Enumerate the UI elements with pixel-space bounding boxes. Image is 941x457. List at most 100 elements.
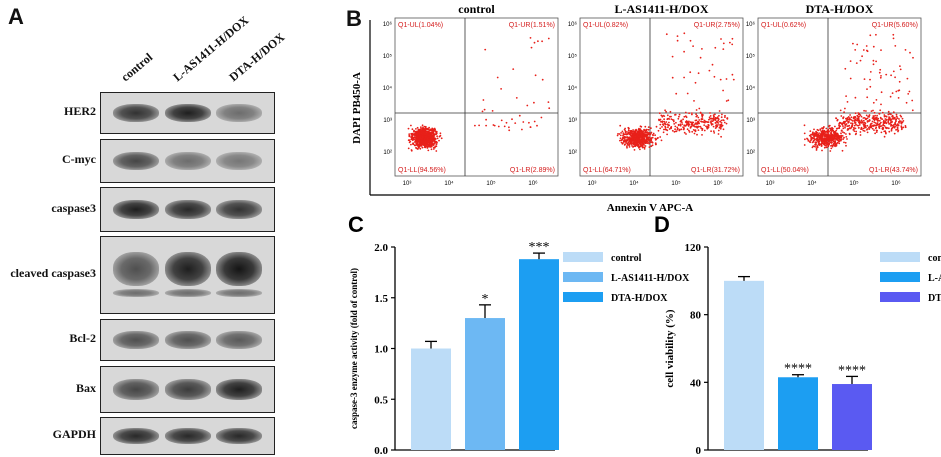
significance-marker: *** bbox=[529, 240, 550, 255]
bar bbox=[465, 318, 505, 450]
blot-protein-label: GAPDH bbox=[52, 427, 96, 441]
bar bbox=[519, 259, 559, 450]
bar bbox=[724, 280, 764, 450]
flow-plot: DTA-H/DOX 10⁶ 10⁵ 10⁴ 10³ 10² 10³ 10⁴ 10⁵ 10⁶ Q1-U… bbox=[746, 2, 922, 187]
blot-band bbox=[112, 151, 159, 171]
legend-label: L-AS1411-H/DOX bbox=[611, 273, 690, 284]
quadrant-ur-label: Q1-UR(5.60%) bbox=[872, 22, 918, 29]
significance-marker: **** bbox=[784, 362, 812, 377]
blot-band bbox=[112, 251, 159, 287]
blot-band bbox=[164, 427, 211, 445]
blot-band bbox=[112, 199, 159, 220]
flow-y-tick-label: 10³ bbox=[568, 118, 577, 124]
flow-x-tick-label: 10⁴ bbox=[807, 180, 817, 187]
bar bbox=[778, 377, 818, 450]
blot-band bbox=[164, 151, 211, 171]
y-tick-label: 0.0 bbox=[374, 445, 388, 457]
bar-chart-c: C 0.0 0.5 1.0 1.5 2.0 caspase-3 enzyme activit… bbox=[348, 212, 690, 457]
legend-swatch bbox=[563, 252, 603, 262]
legend-label: DTA-H/DOX bbox=[928, 293, 941, 304]
blot-band bbox=[112, 379, 159, 400]
blot-band bbox=[112, 104, 159, 122]
blot-strip bbox=[100, 319, 275, 361]
panel-b-letter: B bbox=[346, 6, 362, 31]
y-axis-label: caspase-3 enzyme activity (fold of contr… bbox=[349, 268, 359, 429]
blot-band bbox=[164, 199, 211, 220]
panel-a-letter: A bbox=[8, 4, 24, 29]
legend-swatch bbox=[880, 272, 920, 282]
blot-strip bbox=[100, 417, 275, 455]
blot-band bbox=[164, 104, 211, 122]
flow-y-tick-label: 10⁶ bbox=[746, 21, 756, 28]
y-axis-label: cell viability (%) bbox=[664, 309, 676, 388]
legend-swatch bbox=[880, 292, 920, 302]
blot-strip bbox=[100, 187, 275, 232]
blot-band bbox=[216, 199, 263, 220]
y-tick-label: 40 bbox=[690, 377, 702, 389]
blot-band bbox=[164, 331, 211, 349]
quadrant-ul-label: Q1-UL(0.62%) bbox=[761, 22, 806, 29]
legend-swatch bbox=[563, 272, 603, 282]
blot-strip bbox=[100, 139, 275, 183]
blot-band bbox=[216, 251, 263, 287]
quadrant-ul-label: Q1-UL(0.82%) bbox=[583, 22, 628, 29]
flow-x-tick-label: 10⁴ bbox=[629, 180, 639, 187]
blot-band bbox=[164, 379, 211, 400]
quadrant-lr-label: Q1-LR(31.72%) bbox=[691, 167, 740, 174]
blot-band bbox=[112, 331, 159, 349]
flow-plot: L-AS1411-H/DOX 10⁶ 10⁵ 10⁴ 10³ 10² 10³ 10⁴ 10⁵ 10… bbox=[568, 2, 744, 187]
flow-y-tick-label: 10⁴ bbox=[746, 85, 756, 92]
legend-label: DTA-H/DOX bbox=[611, 293, 668, 304]
flow-plot-title: control bbox=[458, 2, 495, 16]
panel-letter: C bbox=[348, 212, 364, 237]
y-tick-label: 0 bbox=[696, 445, 702, 457]
blot-band bbox=[164, 288, 211, 297]
blot-protein-label: Bcl-2 bbox=[69, 331, 96, 345]
significance-marker: **** bbox=[838, 363, 866, 378]
flow-x-tick-label: 10⁶ bbox=[528, 180, 538, 187]
flow-y-axis-label: DAPI PB450-A bbox=[351, 72, 363, 144]
blot-band bbox=[216, 331, 263, 349]
legend-swatch bbox=[880, 252, 920, 262]
flow-y-tick-label: 10⁶ bbox=[383, 21, 393, 28]
flow-y-tick-label: 10² bbox=[383, 150, 392, 156]
flow-y-tick-label: 10⁶ bbox=[568, 21, 578, 28]
legend-label: control bbox=[928, 253, 941, 264]
flow-cytometry-panel: DAPI PB450-A Annexin V APC-A control 10⁶ 10⁵… bbox=[351, 2, 930, 214]
lane-header: control bbox=[118, 50, 156, 85]
y-tick-label: 1.5 bbox=[374, 293, 388, 305]
bar-charts-panel: C 0.0 0.5 1.0 1.5 2.0 caspase-3 enzyme activit… bbox=[348, 212, 941, 457]
flow-x-tick-label: 10³ bbox=[588, 181, 597, 187]
legend-swatch bbox=[563, 292, 603, 302]
flow-plot-title: DTA-H/DOX bbox=[806, 2, 874, 16]
blot-band bbox=[216, 427, 263, 445]
bar-chart-d: D 0 40 80 120 cell viability (%) **** **** contr… bbox=[654, 212, 941, 457]
quadrant-ur-label: Q1-UR(1.51%) bbox=[509, 22, 555, 29]
y-tick-label: 120 bbox=[685, 242, 702, 254]
blot-strip bbox=[100, 236, 275, 314]
blot-strip bbox=[100, 366, 275, 413]
flow-y-tick-label: 10⁵ bbox=[568, 53, 578, 60]
flow-x-tick-label: 10³ bbox=[766, 181, 775, 187]
flow-y-tick-label: 10⁴ bbox=[568, 85, 578, 92]
blot-protein-label: HER2 bbox=[63, 104, 96, 118]
flow-plot: control 10⁶ 10⁵ 10⁴ 10³ 10² 10³ 10⁴ 10⁵ 10⁶ Q1-UL(… bbox=[383, 2, 559, 187]
flow-y-tick-label: 10² bbox=[568, 150, 577, 156]
flow-x-tick-label: 10³ bbox=[403, 181, 412, 187]
blot-protein-label: cleaved caspase3 bbox=[10, 266, 96, 280]
blot-protein-label: caspase3 bbox=[51, 200, 96, 215]
flow-x-tick-label: 10⁴ bbox=[444, 180, 454, 187]
flow-x-tick-label: 10⁵ bbox=[671, 180, 681, 187]
quadrant-ul-label: Q1-UL(1.04%) bbox=[398, 22, 443, 29]
blot-band bbox=[112, 427, 159, 445]
flow-y-tick-label: 10⁴ bbox=[383, 85, 393, 92]
bar bbox=[411, 348, 451, 450]
legend-label: control bbox=[611, 253, 642, 264]
blot-band bbox=[216, 379, 263, 400]
blot-protein-label: C-myc bbox=[62, 152, 96, 166]
flow-y-tick-label: 10⁵ bbox=[746, 53, 756, 60]
quadrant-lr-label: Q1-LR(2.89%) bbox=[510, 167, 555, 174]
blot-band bbox=[216, 104, 263, 122]
blot-band bbox=[112, 288, 159, 297]
flow-y-tick-label: 10² bbox=[746, 150, 755, 156]
